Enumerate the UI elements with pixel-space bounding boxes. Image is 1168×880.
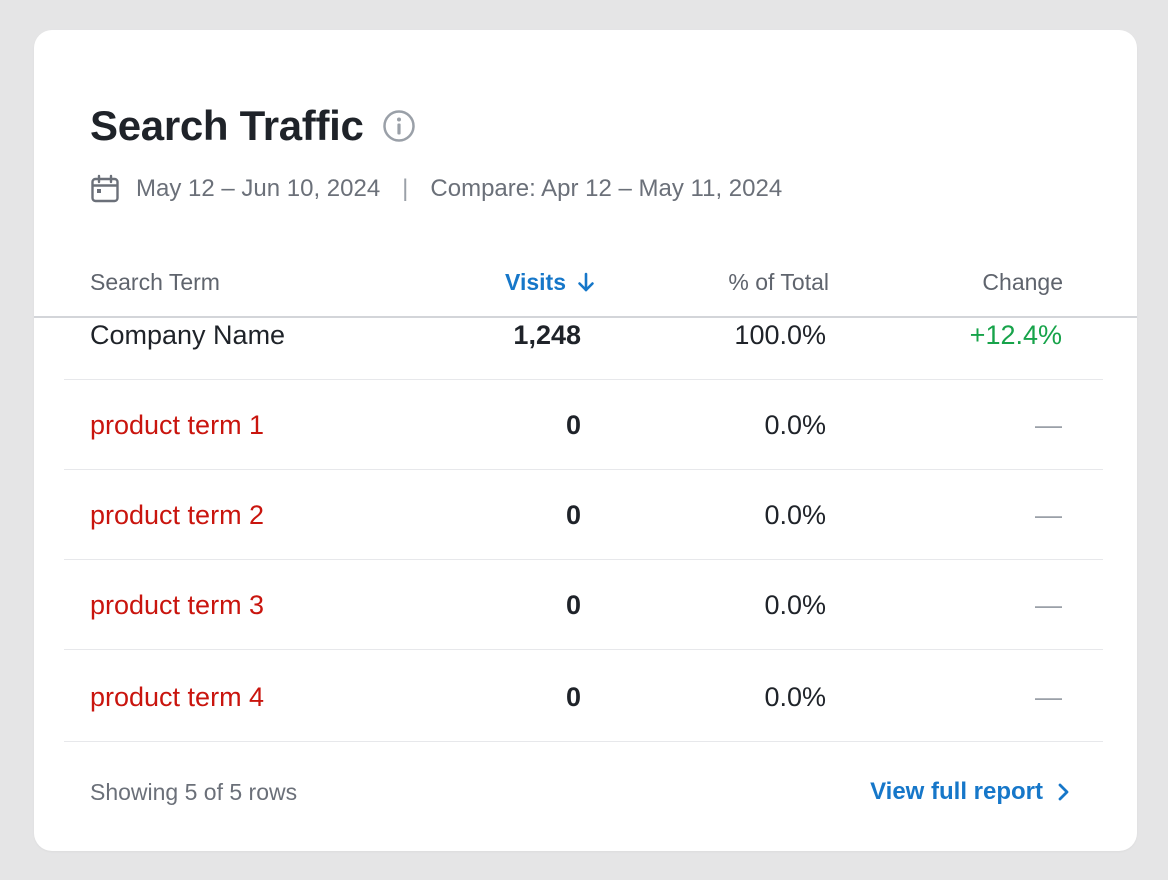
date-range-row: May 12 – Jun 10, 2024 | Compare: Apr 12 … <box>90 170 782 208</box>
table-row[interactable]: product term 1 0 0.0% — <box>64 380 1103 470</box>
row-percent-of-total: 0.0% <box>764 500 826 530</box>
column-header-search-term[interactable]: Search Term <box>90 269 220 295</box>
compare-range-text: Compare: Apr 12 – May 11, 2024 <box>430 175 783 202</box>
info-circle-icon[interactable] <box>382 109 416 143</box>
row-visits: 0 <box>565 590 581 620</box>
rows-count-text: Showing 5 of 5 rows <box>90 779 298 805</box>
row-percent-of-total: 0.0% <box>764 590 826 620</box>
date-separator: | <box>402 175 409 202</box>
table-row[interactable]: product term 3 0 0.0% — <box>64 560 1103 650</box>
arrow-down-icon <box>578 272 594 292</box>
row-change: — <box>1035 500 1062 530</box>
row-change: — <box>1035 410 1062 440</box>
card-header: Search Traffic <box>90 98 416 154</box>
table-row[interactable]: product term 2 0 0.0% — <box>64 470 1103 560</box>
table-header: Search Term Visits % of Total Change <box>34 256 1137 318</box>
row-visits: 0 <box>565 500 581 530</box>
calendar-icon <box>90 174 120 204</box>
card-title: Search Traffic <box>90 102 364 149</box>
row-search-term: product term 4 <box>90 682 265 712</box>
view-full-report-label: View full report <box>870 778 1043 805</box>
row-search-term: product term 2 <box>90 500 265 530</box>
column-header-percent-of-total[interactable]: % of Total <box>728 269 829 295</box>
row-search-term: Company Name <box>90 320 286 350</box>
column-header-visits-label: Visits <box>505 269 566 295</box>
view-full-report-link[interactable]: View full report <box>870 772 1071 812</box>
row-change: — <box>1035 590 1062 620</box>
search-traffic-card: Search Traffic May 12 – Jun 10, 2024 | C… <box>34 30 1137 851</box>
table-row[interactable]: Company Name 1,248 100.0% +12.4% <box>64 290 1103 380</box>
column-header-change[interactable]: Change <box>982 269 1063 295</box>
row-percent-of-total: 100.0% <box>734 320 826 350</box>
row-change: +12.4% <box>969 320 1062 350</box>
row-visits: 0 <box>565 682 581 712</box>
row-visits: 1,248 <box>513 320 581 350</box>
table-row[interactable]: product term 4 0 0.0% — <box>64 652 1103 742</box>
row-percent-of-total: 0.0% <box>764 682 826 712</box>
row-percent-of-total: 0.0% <box>764 410 826 440</box>
row-change: — <box>1035 682 1062 712</box>
row-search-term: product term 3 <box>90 590 265 620</box>
date-range-text: May 12 – Jun 10, 2024 <box>136 175 381 202</box>
row-visits: 0 <box>565 410 581 440</box>
row-search-term: product term 1 <box>90 410 265 440</box>
column-header-visits[interactable]: Visits <box>505 256 596 308</box>
chevron-right-icon <box>1058 783 1069 801</box>
